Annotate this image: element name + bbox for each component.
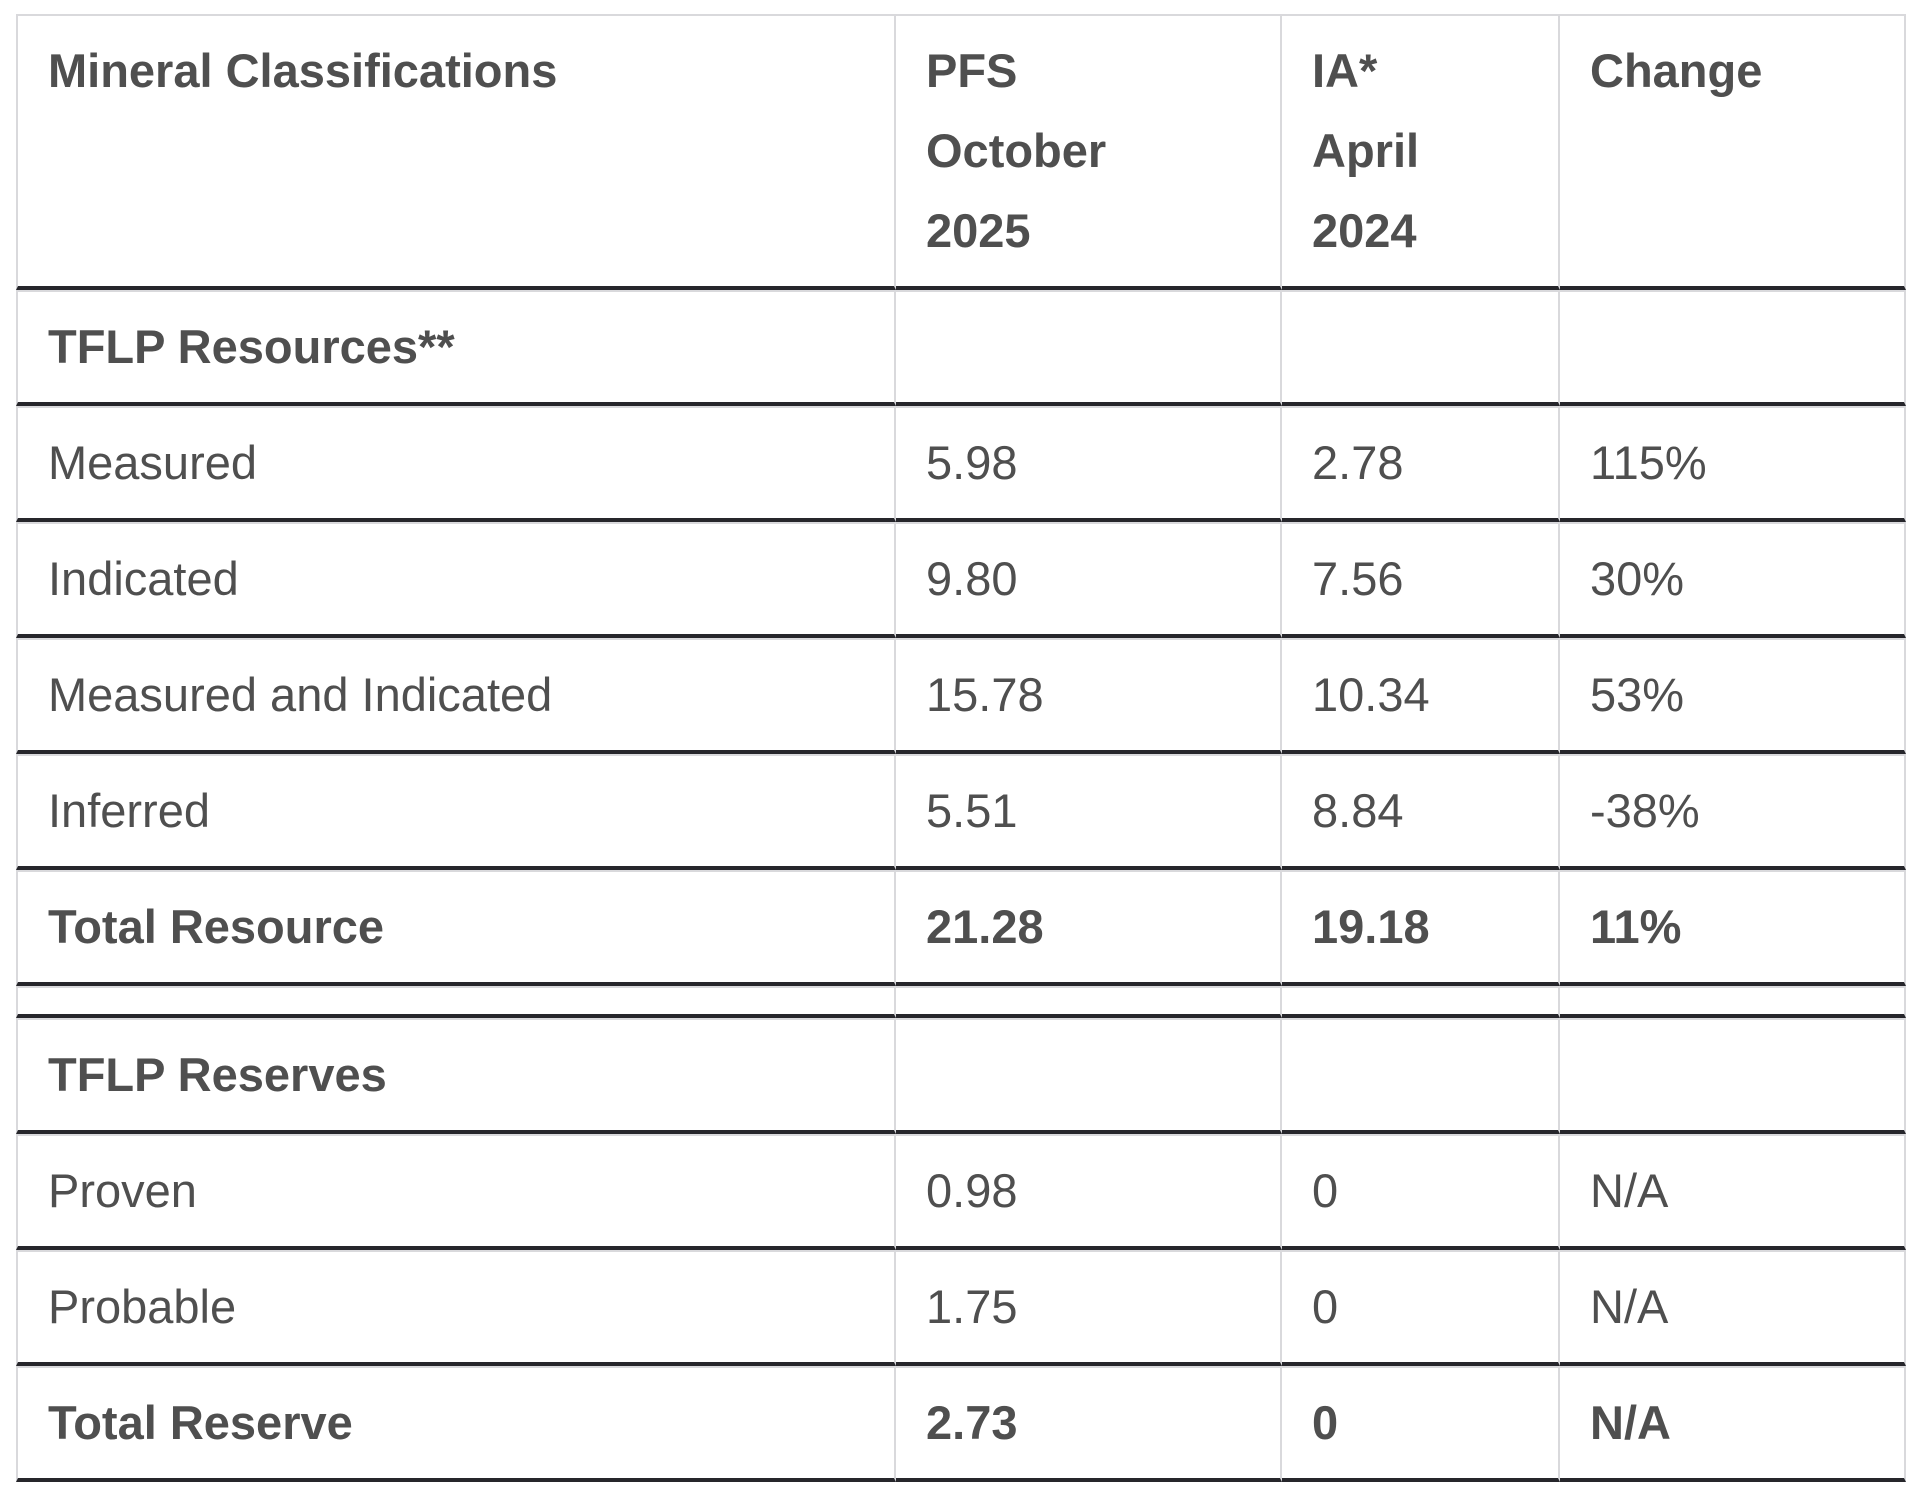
pfs-value-cell: 5.98 xyxy=(896,406,1282,522)
ia-value-cell xyxy=(1282,1018,1560,1134)
col-header-ia-april-2024: IA* April 2024 xyxy=(1282,14,1560,290)
ia-value-cell: 10.34 xyxy=(1282,638,1560,754)
ia-value-cell xyxy=(1282,290,1560,406)
change-value-cell: 11% xyxy=(1560,870,1906,986)
change-value-cell xyxy=(1560,986,1906,1018)
change-value-cell xyxy=(1560,290,1906,406)
classification-cell: Total Reserve xyxy=(16,1366,896,1482)
pfs-value-cell: 1.75 xyxy=(896,1250,1282,1366)
pfs-value-cell xyxy=(896,986,1282,1018)
classification-cell: Indicated xyxy=(16,522,896,638)
table-row: Total Resource 21.28 19.18 11% xyxy=(16,870,1906,986)
pfs-value-cell xyxy=(896,1018,1282,1134)
table-header: Mineral Classifications PFS October 2025… xyxy=(16,14,1906,290)
mineral-classifications-table: Mineral Classifications PFS October 2025… xyxy=(16,14,1906,1482)
pfs-value-cell: 15.78 xyxy=(896,638,1282,754)
change-value-cell: N/A xyxy=(1560,1250,1906,1366)
table-row: Inferred 5.51 8.84 -38% xyxy=(16,754,1906,870)
change-value-cell: -38% xyxy=(1560,754,1906,870)
col-header-pfs-october-2025: PFS October 2025 xyxy=(896,14,1282,290)
classification-cell: Inferred xyxy=(16,754,896,870)
pfs-value-cell: 21.28 xyxy=(896,870,1282,986)
change-value-cell: 53% xyxy=(1560,638,1906,754)
table-body: TFLP Resources** Measured 5.98 2.78 115%… xyxy=(16,290,1906,1482)
classification-cell: Probable xyxy=(16,1250,896,1366)
classification-cell xyxy=(16,986,896,1018)
classification-cell: TFLP Reserves xyxy=(16,1018,896,1134)
classification-cell: TFLP Resources** xyxy=(16,290,896,406)
classification-cell: Proven xyxy=(16,1134,896,1250)
table-row: Probable 1.75 0 N/A xyxy=(16,1250,1906,1366)
header-row: Mineral Classifications PFS October 2025… xyxy=(16,14,1906,290)
col-header-change: Change xyxy=(1560,14,1906,290)
classification-cell: Total Resource xyxy=(16,870,896,986)
table-row: Total Reserve 2.73 0 N/A xyxy=(16,1366,1906,1482)
change-value-cell: 115% xyxy=(1560,406,1906,522)
change-value-cell: N/A xyxy=(1560,1366,1906,1482)
change-value-cell: 30% xyxy=(1560,522,1906,638)
change-value-cell xyxy=(1560,1018,1906,1134)
section-row: TFLP Reserves xyxy=(16,1018,1906,1134)
spacer-row xyxy=(16,986,1906,1018)
ia-value-cell: 2.78 xyxy=(1282,406,1560,522)
ia-value-cell: 19.18 xyxy=(1282,870,1560,986)
pfs-value-cell: 2.73 xyxy=(896,1366,1282,1482)
col-header-mineral-classifications: Mineral Classifications xyxy=(16,14,896,290)
pfs-value-cell: 9.80 xyxy=(896,522,1282,638)
ia-value-cell: 0 xyxy=(1282,1366,1560,1482)
table-row: Proven 0.98 0 N/A xyxy=(16,1134,1906,1250)
table-row: Measured and Indicated 15.78 10.34 53% xyxy=(16,638,1906,754)
pfs-value-cell: 5.51 xyxy=(896,754,1282,870)
table-row: Indicated 9.80 7.56 30% xyxy=(16,522,1906,638)
pfs-value-cell xyxy=(896,290,1282,406)
ia-value-cell: 8.84 xyxy=(1282,754,1560,870)
ia-value-cell: 7.56 xyxy=(1282,522,1560,638)
classification-cell: Measured xyxy=(16,406,896,522)
classification-cell: Measured and Indicated xyxy=(16,638,896,754)
ia-value-cell: 0 xyxy=(1282,1134,1560,1250)
pfs-value-cell: 0.98 xyxy=(896,1134,1282,1250)
change-value-cell: N/A xyxy=(1560,1134,1906,1250)
ia-value-cell xyxy=(1282,986,1560,1018)
table-row: Measured 5.98 2.78 115% xyxy=(16,406,1906,522)
ia-value-cell: 0 xyxy=(1282,1250,1560,1366)
section-row: TFLP Resources** xyxy=(16,290,1906,406)
